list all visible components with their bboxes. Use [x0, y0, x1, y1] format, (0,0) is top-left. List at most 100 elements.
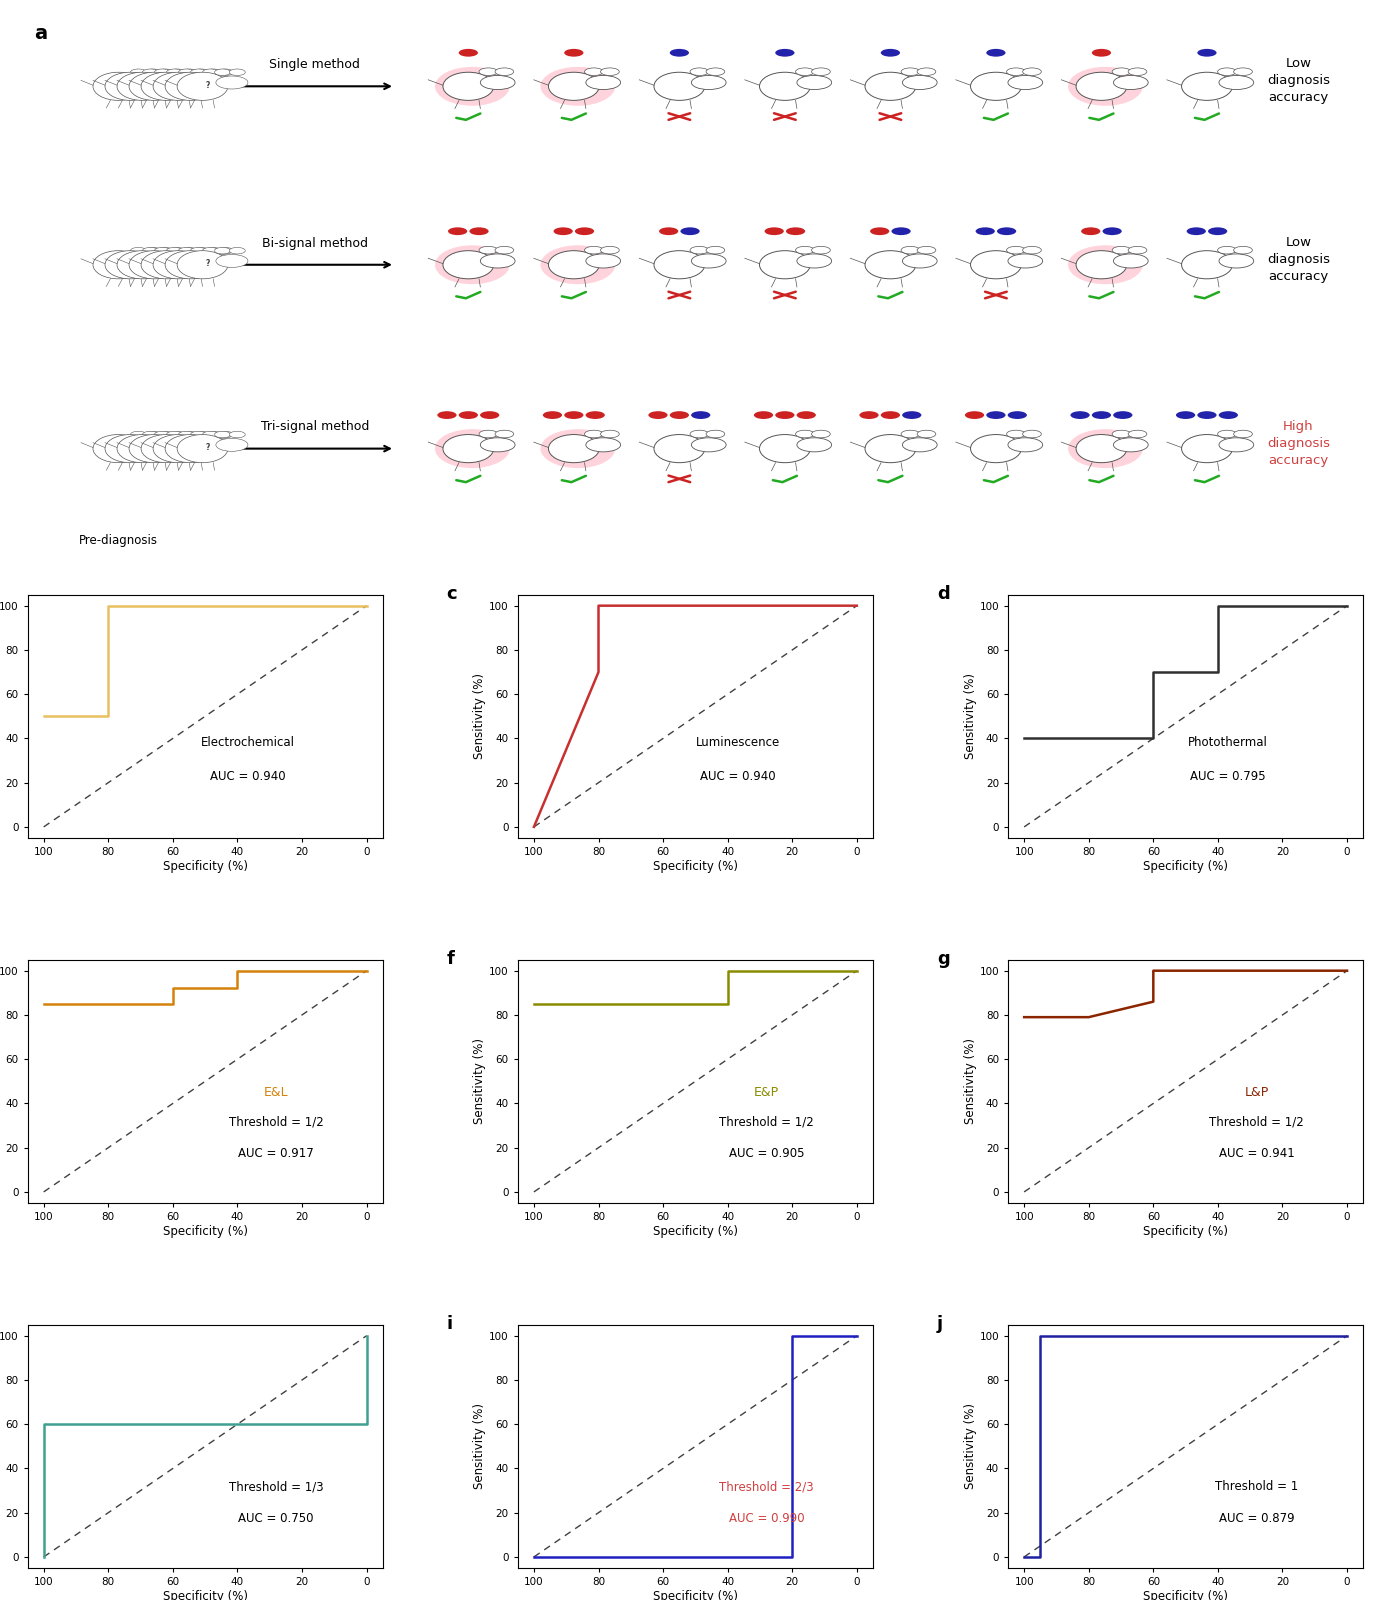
Circle shape — [218, 69, 233, 75]
Text: a: a — [34, 24, 47, 43]
Circle shape — [1176, 411, 1195, 419]
Circle shape — [229, 248, 245, 254]
Circle shape — [169, 248, 185, 254]
Circle shape — [585, 438, 621, 451]
Ellipse shape — [443, 435, 494, 462]
Circle shape — [1113, 67, 1131, 75]
Circle shape — [1217, 246, 1237, 254]
Circle shape — [1217, 430, 1237, 438]
Circle shape — [797, 438, 832, 451]
Ellipse shape — [654, 251, 705, 278]
Circle shape — [448, 227, 467, 235]
Circle shape — [142, 69, 158, 75]
Ellipse shape — [435, 67, 509, 106]
Ellipse shape — [1075, 435, 1126, 462]
Circle shape — [811, 67, 830, 75]
Circle shape — [205, 432, 222, 438]
Circle shape — [997, 227, 1016, 235]
Circle shape — [143, 254, 176, 267]
X-axis label: Specificity (%): Specificity (%) — [162, 1590, 248, 1600]
Circle shape — [216, 438, 248, 451]
Text: ?: ? — [205, 443, 211, 453]
Ellipse shape — [117, 435, 168, 462]
Circle shape — [764, 227, 784, 235]
Ellipse shape — [1181, 72, 1232, 101]
Text: f: f — [446, 950, 454, 968]
Circle shape — [182, 432, 197, 438]
Circle shape — [145, 69, 161, 75]
Circle shape — [496, 430, 514, 438]
Ellipse shape — [129, 72, 180, 101]
Text: i: i — [446, 1315, 453, 1333]
Circle shape — [1114, 254, 1148, 267]
Circle shape — [690, 67, 709, 75]
Text: Electrochemical: Electrochemical — [201, 736, 295, 749]
Circle shape — [459, 50, 478, 56]
Ellipse shape — [971, 251, 1022, 278]
Circle shape — [167, 248, 183, 254]
Ellipse shape — [153, 72, 204, 101]
Circle shape — [901, 67, 920, 75]
Circle shape — [157, 248, 174, 254]
Circle shape — [143, 77, 176, 90]
Ellipse shape — [760, 72, 810, 101]
Circle shape — [891, 227, 910, 235]
Text: Threshold = 1/2: Threshold = 1/2 — [719, 1115, 814, 1128]
Circle shape — [690, 430, 709, 438]
Text: ?: ? — [121, 443, 125, 453]
Circle shape — [145, 432, 161, 438]
Ellipse shape — [865, 435, 916, 462]
Circle shape — [218, 248, 233, 254]
Circle shape — [167, 69, 183, 75]
Text: Low
diagnosis
accuracy: Low diagnosis accuracy — [1267, 58, 1330, 104]
Text: Tri-signal method: Tri-signal method — [260, 421, 369, 434]
Circle shape — [585, 254, 621, 267]
Circle shape — [143, 438, 176, 451]
Circle shape — [1198, 50, 1216, 56]
Ellipse shape — [1075, 72, 1126, 101]
Text: ?: ? — [169, 80, 174, 90]
Circle shape — [1234, 246, 1252, 254]
Text: Threshold = 1/2: Threshold = 1/2 — [229, 1115, 324, 1128]
Ellipse shape — [548, 251, 599, 278]
Circle shape — [1113, 246, 1131, 254]
Circle shape — [901, 430, 920, 438]
Ellipse shape — [654, 435, 705, 462]
Circle shape — [215, 69, 230, 75]
Y-axis label: Sensitivity (%): Sensitivity (%) — [474, 1038, 486, 1125]
Circle shape — [191, 438, 224, 451]
Circle shape — [691, 438, 726, 451]
Text: ?: ? — [146, 443, 150, 453]
Circle shape — [190, 248, 207, 254]
Ellipse shape — [178, 251, 227, 278]
Circle shape — [1187, 227, 1206, 235]
Ellipse shape — [760, 435, 810, 462]
Circle shape — [479, 67, 497, 75]
Text: ?: ? — [134, 259, 138, 269]
X-axis label: Specificity (%): Specificity (%) — [1143, 859, 1228, 872]
Text: AUC = 0.940: AUC = 0.940 — [209, 770, 285, 782]
Circle shape — [191, 254, 224, 267]
Circle shape — [142, 432, 158, 438]
Text: ?: ? — [157, 259, 162, 269]
Circle shape — [796, 246, 814, 254]
Circle shape — [229, 69, 245, 75]
Ellipse shape — [165, 251, 216, 278]
Text: ?: ? — [194, 259, 198, 269]
Ellipse shape — [178, 435, 227, 462]
Circle shape — [811, 430, 830, 438]
Circle shape — [168, 438, 200, 451]
Ellipse shape — [1181, 251, 1232, 278]
Circle shape — [1114, 438, 1148, 451]
Text: Pre-diagnosis: Pre-diagnosis — [78, 534, 158, 547]
Circle shape — [1023, 67, 1041, 75]
Text: Luminescence: Luminescence — [695, 736, 781, 749]
Ellipse shape — [435, 245, 509, 285]
Circle shape — [917, 430, 936, 438]
Circle shape — [156, 254, 187, 267]
Circle shape — [576, 227, 593, 235]
Circle shape — [167, 432, 183, 438]
Circle shape — [796, 67, 814, 75]
Circle shape — [202, 69, 219, 75]
Ellipse shape — [165, 72, 216, 101]
